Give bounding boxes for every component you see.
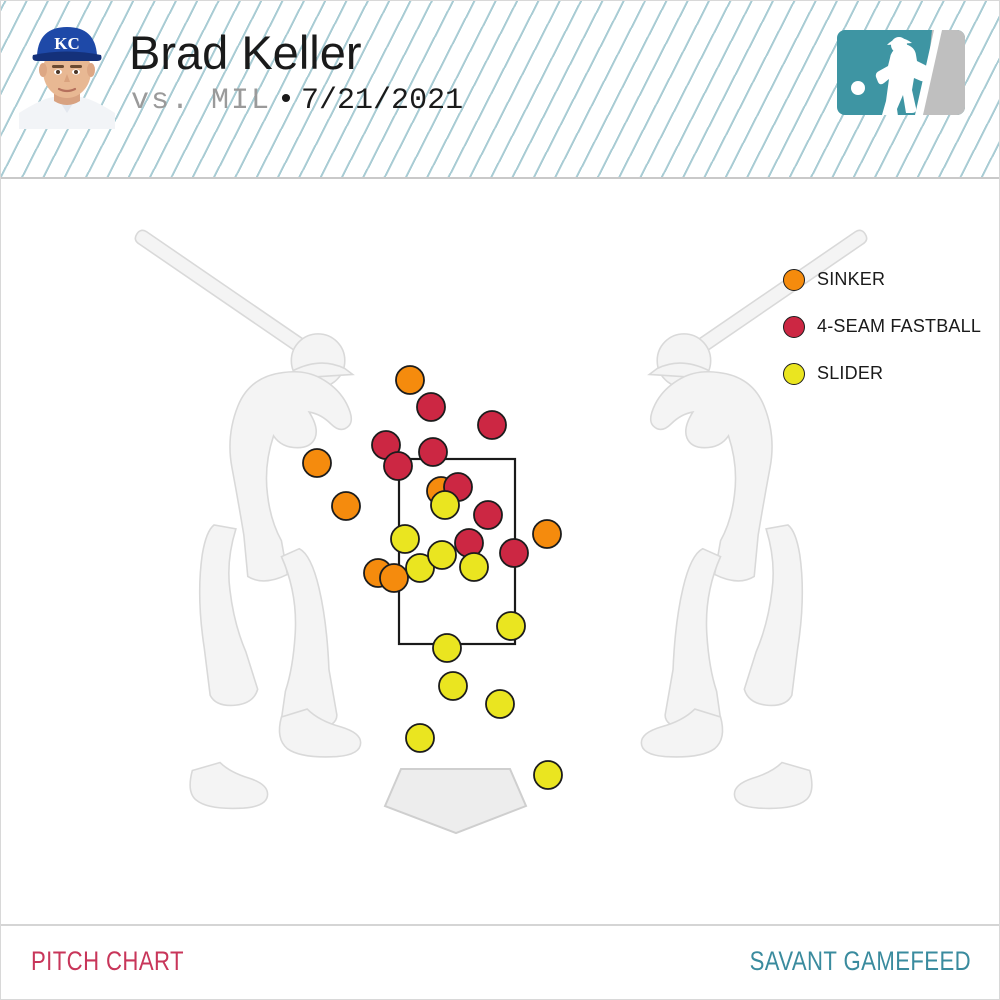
- player-headshot: KC: [13, 15, 121, 129]
- pitch-marker[interactable]: [477, 410, 507, 440]
- legend-label-four-seam-fastball: 4-SEAM FASTBALL: [817, 316, 982, 336]
- pitch-marker[interactable]: [485, 689, 515, 719]
- pitch-marker[interactable]: [432, 633, 462, 663]
- slider-swatch-icon: [783, 362, 805, 385]
- legend-item-sinker[interactable]: SINKER: [783, 256, 998, 303]
- pitch-marker[interactable]: [532, 519, 562, 549]
- pitch-marker[interactable]: [499, 538, 529, 568]
- footer-chart-label: PITCH CHART: [31, 946, 184, 976]
- pitch-marker[interactable]: [302, 448, 332, 478]
- legend-label-slider: SLIDER: [817, 363, 884, 383]
- pitch-type-legend: SINKER 4-SEAM FASTBALL SLIDER: [783, 256, 998, 397]
- pitch-marker[interactable]: [416, 392, 446, 422]
- pitch-location-scatter: [134, 229, 868, 835]
- pitch-marker[interactable]: [454, 528, 484, 558]
- pitch-marker[interactable]: [405, 723, 435, 753]
- sinker-swatch-icon: [783, 268, 805, 291]
- legend-item-slider[interactable]: SLIDER: [783, 350, 998, 397]
- legend-label-sinker: SINKER: [817, 269, 886, 289]
- mlb-logo: [837, 30, 965, 115]
- home-plate: [383, 768, 528, 835]
- pitch-marker[interactable]: [379, 563, 409, 593]
- game-date: 7/21/2021: [301, 84, 464, 118]
- batter-silhouette-left: [134, 229, 362, 810]
- footer-brand-label: SAVANT GAMEFEED: [749, 946, 971, 976]
- opponent-label: vs. MIL: [131, 84, 272, 118]
- pitch-marker[interactable]: [427, 540, 457, 570]
- pitch-marker-group: [302, 365, 563, 790]
- footer-bar: PITCH CHART SAVANT GAMEFEED: [1, 926, 999, 999]
- pitch-marker[interactable]: [390, 524, 420, 554]
- pitch-marker[interactable]: [459, 552, 489, 582]
- subtitle-separator: •: [277, 84, 296, 118]
- pitch-marker[interactable]: [533, 760, 563, 790]
- page-title: Brad Keller: [129, 26, 362, 79]
- game-subtitle: vs. MIL • 7/21/2021: [131, 86, 463, 116]
- four-seam-swatch-icon: [783, 315, 805, 338]
- pitch-marker[interactable]: [383, 451, 413, 481]
- pitch-marker[interactable]: [430, 490, 460, 520]
- pitch-marker[interactable]: [438, 671, 468, 701]
- pitch-marker[interactable]: [405, 553, 435, 583]
- pitch-chart-plot: SINKER 4-SEAM FASTBALL SLIDER: [1, 180, 999, 924]
- pitch-marker[interactable]: [473, 500, 503, 530]
- svg-text:KC: KC: [54, 34, 80, 53]
- footer-divider: [1, 924, 999, 926]
- legend-item-four-seam-fastball[interactable]: 4-SEAM FASTBALL: [783, 303, 998, 350]
- pitch-marker[interactable]: [496, 611, 526, 641]
- header-divider: [1, 177, 999, 179]
- pitch-marker[interactable]: [418, 437, 448, 467]
- pitch-marker[interactable]: [395, 365, 425, 395]
- header-banner: KC Brad Keller vs. MIL • 7/21/2021: [1, 1, 999, 179]
- pitch-marker[interactable]: [331, 491, 361, 521]
